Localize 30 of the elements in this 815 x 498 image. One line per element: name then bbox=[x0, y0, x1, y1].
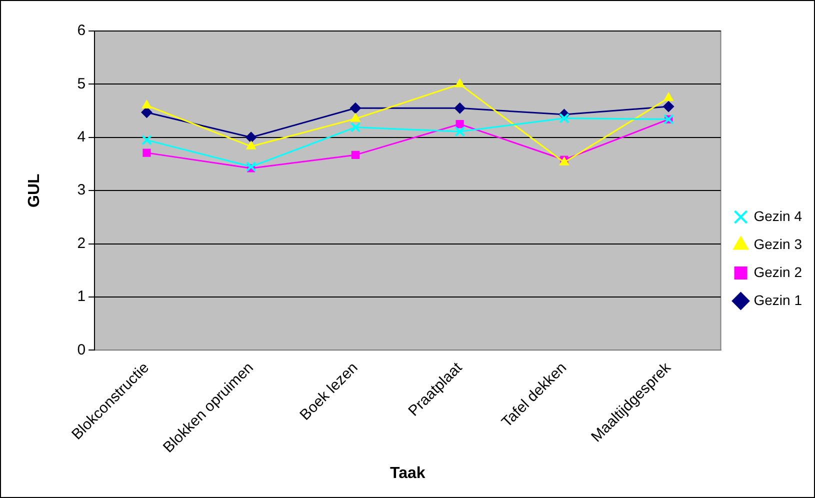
x-axis-title: Taak bbox=[390, 464, 426, 482]
legend-label: Gezin 1 bbox=[754, 292, 802, 308]
point bbox=[558, 113, 570, 124]
legend-label: Gezin 2 bbox=[754, 264, 802, 280]
y-axis-title: GUL bbox=[26, 173, 44, 208]
y-tick-label: 6 bbox=[77, 22, 86, 40]
y-tick-label: 4 bbox=[77, 128, 86, 146]
point bbox=[141, 134, 152, 146]
point bbox=[456, 120, 464, 128]
point bbox=[142, 148, 151, 157]
point bbox=[350, 113, 360, 122]
point bbox=[246, 132, 257, 143]
point bbox=[664, 92, 674, 102]
legend-label: Gezin 3 bbox=[754, 236, 802, 252]
y-tick-label: 5 bbox=[77, 75, 86, 92]
point bbox=[454, 102, 466, 114]
point bbox=[246, 140, 256, 150]
y-tick-label: 0 bbox=[77, 341, 86, 358]
point bbox=[246, 161, 256, 172]
y-tick-label: 1 bbox=[77, 288, 86, 306]
point bbox=[455, 78, 465, 88]
point bbox=[454, 126, 466, 137]
y-tick-label: 2 bbox=[77, 234, 86, 252]
point bbox=[350, 122, 361, 133]
y-tick-label: 3 bbox=[77, 182, 86, 199]
point bbox=[351, 150, 360, 159]
legend-label: Gezin 4 bbox=[754, 208, 802, 224]
point bbox=[350, 102, 361, 114]
point bbox=[663, 101, 674, 112]
point bbox=[142, 100, 152, 108]
